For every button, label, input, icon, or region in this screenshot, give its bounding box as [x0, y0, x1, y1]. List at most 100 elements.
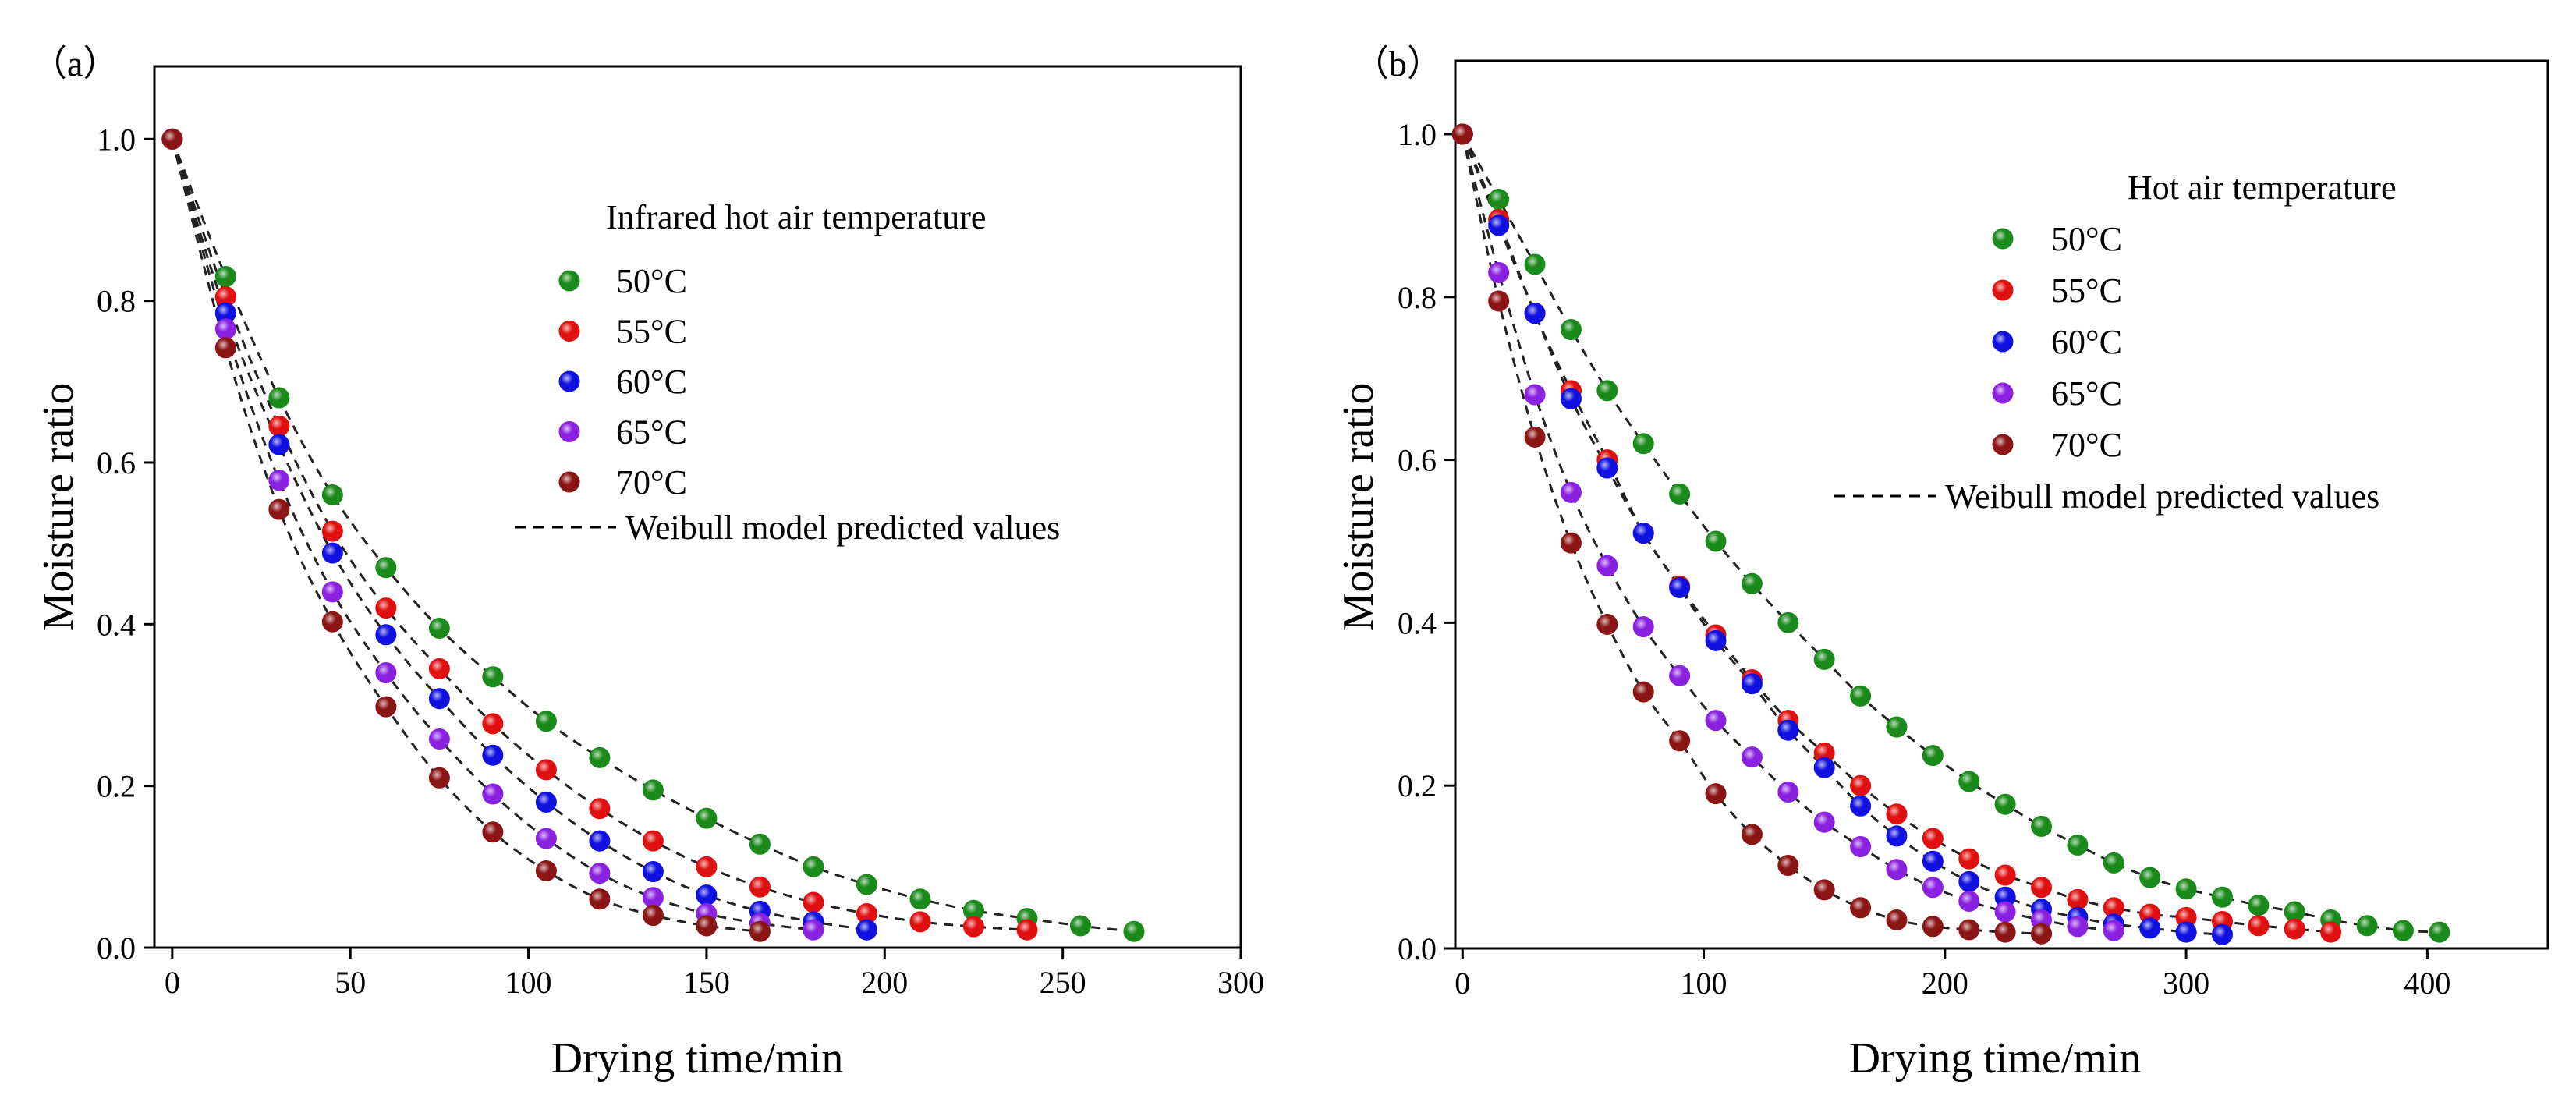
legend-label: 55°C — [616, 313, 687, 351]
data-point — [2248, 895, 2270, 916]
data-point — [2031, 877, 2053, 899]
y-tick-label: 0.2 — [97, 769, 136, 804]
data-point — [1777, 719, 1799, 741]
data-point — [375, 557, 397, 579]
legend-marker — [558, 321, 580, 342]
data-point — [2103, 920, 2124, 941]
data-point — [1813, 648, 1835, 670]
data-point — [962, 916, 984, 938]
data-point — [589, 888, 611, 910]
data-point — [428, 767, 450, 789]
y-tick-label: 0.8 — [97, 284, 136, 319]
data-point — [1596, 555, 1618, 576]
data-point — [589, 746, 611, 768]
data-point — [1560, 319, 1582, 341]
data-point — [1596, 380, 1618, 402]
y-tick-label: 0.8 — [1398, 280, 1437, 315]
legend-marker — [1992, 331, 2014, 353]
data-point — [1560, 388, 1582, 409]
data-point — [321, 484, 343, 505]
data-point — [1886, 825, 1908, 847]
data-point — [375, 662, 397, 684]
data-point — [1705, 530, 1727, 552]
data-point — [909, 888, 931, 910]
data-point — [856, 919, 877, 941]
x-axis-title-a: Drying time/min — [551, 1034, 844, 1083]
data-point — [642, 830, 664, 852]
data-point — [1524, 253, 1546, 275]
panel-label-b: （b） — [1353, 44, 1443, 83]
data-point — [2103, 852, 2124, 874]
legend-marker — [558, 421, 580, 442]
legend-fit-label-a: Weibull model predicted values — [625, 509, 1060, 547]
data-point — [2139, 867, 2161, 888]
data-point — [2139, 917, 2161, 939]
y-tick-label: 0.2 — [1398, 768, 1437, 803]
data-point — [589, 830, 611, 852]
data-point — [161, 128, 183, 150]
data-point — [2175, 921, 2197, 943]
data-point — [482, 666, 504, 688]
data-point — [2067, 834, 2089, 856]
data-point — [2211, 923, 2233, 945]
data-point — [1850, 774, 1872, 796]
legend-label: 70°C — [2051, 426, 2122, 464]
weibull-fit-line — [171, 138, 867, 931]
data-point — [1958, 771, 1980, 792]
data-point — [1596, 613, 1618, 635]
x-tick-label: 100 — [505, 965, 552, 1000]
data-point — [1922, 745, 1944, 767]
data-point — [642, 905, 664, 927]
data-point — [1596, 457, 1618, 479]
y-tick-label: 0.6 — [97, 445, 136, 480]
data-point — [589, 863, 611, 884]
data-point — [696, 856, 718, 877]
data-point — [696, 915, 718, 937]
y-tick-label: 0.0 — [97, 930, 136, 966]
legend-marker — [1992, 434, 2014, 455]
data-point — [428, 618, 450, 640]
y-tick-label: 0.6 — [1398, 443, 1437, 478]
data-point — [321, 611, 343, 633]
data-point — [428, 728, 450, 750]
data-point — [1922, 877, 1944, 899]
data-point — [749, 876, 771, 898]
data-point — [1016, 919, 1038, 941]
data-point — [482, 744, 504, 766]
data-point — [482, 821, 504, 843]
y-tick-label: 0.4 — [1398, 605, 1437, 640]
weibull-fit-line — [1461, 133, 2440, 934]
legend-title-b: Hot air temperature — [2128, 168, 2397, 207]
weibull-fit-curves-b — [1461, 133, 2440, 936]
data-point — [1958, 890, 1980, 912]
x-tick-label: 200 — [1922, 966, 1968, 1001]
data-point — [1669, 730, 1691, 752]
legend-label: 60°C — [616, 363, 687, 401]
data-point — [375, 597, 397, 619]
axis-ticks-b: 0 100 200 300 400 0.0 0.2 0.4 0.6 0.8 1.0 — [1398, 117, 2450, 1001]
data-point — [1488, 188, 1510, 210]
data-point — [1958, 848, 1980, 870]
data-point — [2248, 915, 2270, 937]
data-point — [1994, 793, 2016, 815]
weibull-fit-line — [1461, 133, 2114, 932]
data-point — [1069, 915, 1091, 937]
data-point — [803, 856, 824, 877]
chart-panel-a: （a） 0 50 100 150 200 250 300 0.0 0.2 0.4 0.6 0.8 1.0… — [31, 44, 1264, 1083]
data-point — [2320, 921, 2342, 943]
data-point — [1958, 919, 1980, 941]
data-point — [2031, 923, 2053, 945]
data-point — [428, 688, 450, 710]
data-point — [482, 783, 504, 805]
data-point — [1524, 303, 1546, 324]
plot-frame-a — [153, 65, 1242, 949]
data-point — [1560, 481, 1582, 503]
legend-marker — [1992, 382, 2014, 404]
y-tick-label: 1.0 — [97, 122, 136, 157]
y-axis-title-b: Moisture ratio — [1334, 383, 1383, 632]
data-point — [1886, 803, 1908, 825]
plot-frame-b — [1454, 59, 2549, 950]
data-point — [2031, 815, 2053, 837]
data-point — [1669, 665, 1691, 686]
data-point — [1850, 897, 1872, 919]
